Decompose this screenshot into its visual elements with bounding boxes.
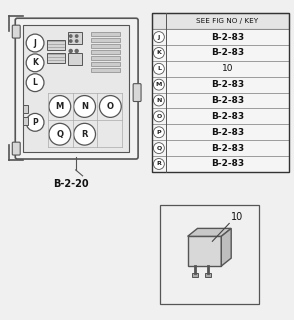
Text: B-2-83: B-2-83 bbox=[211, 33, 244, 42]
Bar bbox=[188, 236, 221, 266]
Circle shape bbox=[76, 35, 78, 37]
Bar bbox=[152, 29, 289, 45]
Bar bbox=[47, 40, 65, 50]
Text: 10: 10 bbox=[221, 64, 233, 73]
Circle shape bbox=[69, 50, 72, 52]
Text: M: M bbox=[156, 82, 162, 87]
Bar bbox=[91, 32, 120, 36]
Circle shape bbox=[74, 96, 96, 117]
Text: B-2-20: B-2-20 bbox=[53, 179, 88, 189]
Text: L: L bbox=[33, 78, 38, 87]
Text: B-2-83: B-2-83 bbox=[211, 80, 244, 89]
Bar bbox=[152, 92, 289, 108]
Text: B-2-83: B-2-83 bbox=[211, 112, 244, 121]
Bar bbox=[152, 13, 289, 172]
Bar bbox=[152, 61, 289, 77]
Circle shape bbox=[70, 35, 72, 37]
Bar bbox=[152, 124, 289, 140]
Polygon shape bbox=[188, 228, 231, 236]
Bar bbox=[91, 44, 120, 48]
Bar bbox=[68, 32, 82, 44]
Circle shape bbox=[26, 54, 44, 72]
Bar bbox=[152, 77, 289, 92]
Text: Q: Q bbox=[156, 146, 161, 151]
FancyBboxPatch shape bbox=[133, 84, 141, 101]
Circle shape bbox=[75, 50, 78, 52]
Bar bbox=[47, 53, 65, 63]
Circle shape bbox=[70, 40, 72, 42]
Circle shape bbox=[26, 113, 44, 131]
Circle shape bbox=[26, 74, 44, 92]
Circle shape bbox=[69, 56, 72, 60]
Bar bbox=[152, 156, 289, 172]
Circle shape bbox=[153, 111, 164, 122]
Circle shape bbox=[153, 47, 164, 58]
FancyBboxPatch shape bbox=[12, 142, 20, 155]
Text: N: N bbox=[156, 98, 162, 103]
Circle shape bbox=[49, 96, 71, 117]
Text: K: K bbox=[156, 51, 161, 55]
Bar bbox=[152, 108, 289, 124]
Text: R: R bbox=[156, 162, 161, 166]
Text: O: O bbox=[156, 114, 161, 119]
Circle shape bbox=[153, 79, 164, 90]
Circle shape bbox=[153, 63, 164, 74]
Circle shape bbox=[153, 127, 164, 138]
Text: B-2-83: B-2-83 bbox=[211, 144, 244, 153]
Circle shape bbox=[153, 95, 164, 106]
Text: B-2-83: B-2-83 bbox=[211, 128, 244, 137]
Circle shape bbox=[26, 34, 44, 52]
Bar bbox=[68, 53, 82, 65]
Bar bbox=[91, 38, 120, 42]
Text: J: J bbox=[34, 38, 36, 48]
Bar bbox=[160, 204, 259, 304]
Text: R: R bbox=[81, 130, 88, 139]
Bar bbox=[91, 56, 120, 60]
Text: M: M bbox=[56, 102, 64, 111]
Bar bbox=[23, 25, 129, 152]
Bar bbox=[91, 50, 120, 54]
Text: B-2-83: B-2-83 bbox=[211, 96, 244, 105]
Text: J: J bbox=[158, 35, 160, 40]
Bar bbox=[23, 106, 28, 113]
Circle shape bbox=[49, 123, 71, 145]
Circle shape bbox=[153, 32, 164, 43]
Bar bbox=[152, 45, 289, 61]
Circle shape bbox=[153, 158, 164, 169]
Text: P: P bbox=[32, 118, 38, 127]
Text: SEE FIG NO / KEY: SEE FIG NO / KEY bbox=[196, 18, 258, 24]
Bar bbox=[152, 140, 289, 156]
Polygon shape bbox=[221, 228, 231, 266]
Circle shape bbox=[99, 96, 121, 117]
Bar bbox=[152, 13, 289, 29]
Text: K: K bbox=[32, 58, 38, 67]
Bar bbox=[91, 62, 120, 66]
Text: B-2-83: B-2-83 bbox=[211, 159, 244, 168]
FancyBboxPatch shape bbox=[15, 18, 138, 159]
Circle shape bbox=[74, 123, 96, 145]
Bar bbox=[192, 273, 198, 277]
Text: N: N bbox=[81, 102, 88, 111]
Text: 10: 10 bbox=[231, 212, 243, 222]
Text: B-2-83: B-2-83 bbox=[211, 48, 244, 57]
Circle shape bbox=[75, 56, 78, 60]
Circle shape bbox=[76, 40, 78, 42]
Bar bbox=[91, 68, 120, 72]
Bar bbox=[23, 117, 28, 125]
Text: P: P bbox=[157, 130, 161, 135]
Text: O: O bbox=[107, 102, 114, 111]
Bar bbox=[206, 273, 211, 277]
FancyBboxPatch shape bbox=[12, 25, 20, 38]
Text: L: L bbox=[157, 66, 161, 71]
Text: Q: Q bbox=[56, 130, 63, 139]
Circle shape bbox=[153, 143, 164, 154]
